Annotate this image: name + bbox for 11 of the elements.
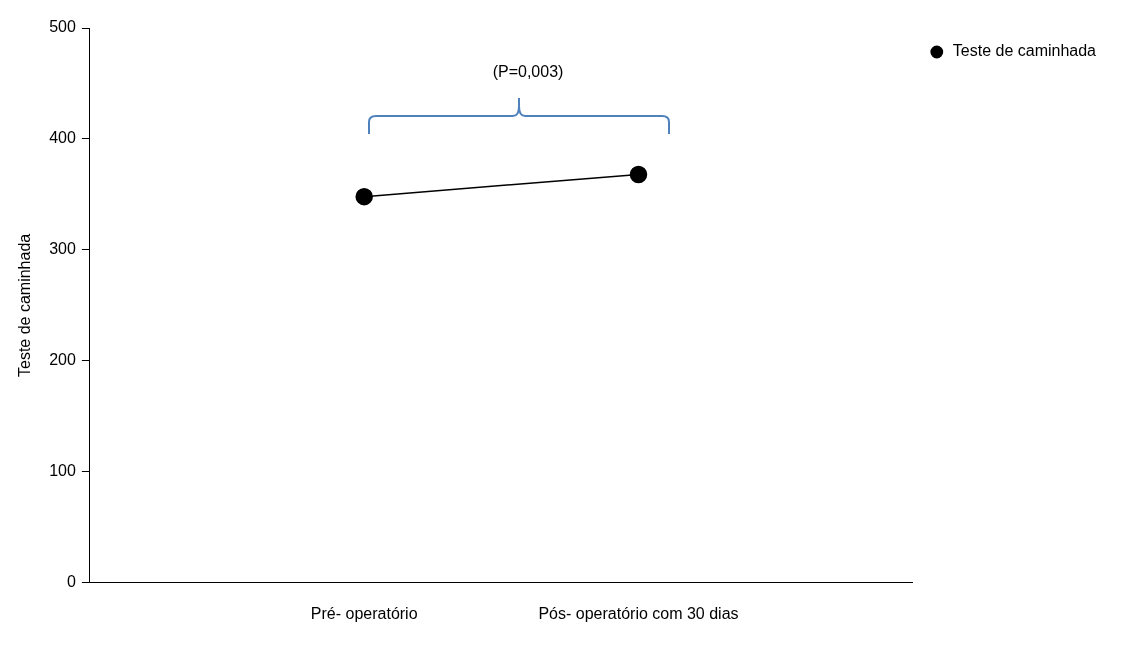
legend-label: Teste de caminhada <box>952 42 1097 60</box>
y-axis-title: Teste de caminhada <box>16 233 34 377</box>
y-tick-label: 300 <box>49 240 76 258</box>
y-tick-label: 0 <box>66 573 76 591</box>
x-tick-label: Pré- operatório <box>310 604 418 622</box>
y-tick-label: 100 <box>49 462 76 480</box>
y-tick-label: 500 <box>49 18 76 36</box>
annotation: (P=0,003) <box>491 63 565 81</box>
y-tick-label: 200 <box>49 351 76 369</box>
y-tick-label: 400 <box>49 129 76 147</box>
x-tick-label: Pós- operatório com 30 dias <box>538 604 739 622</box>
